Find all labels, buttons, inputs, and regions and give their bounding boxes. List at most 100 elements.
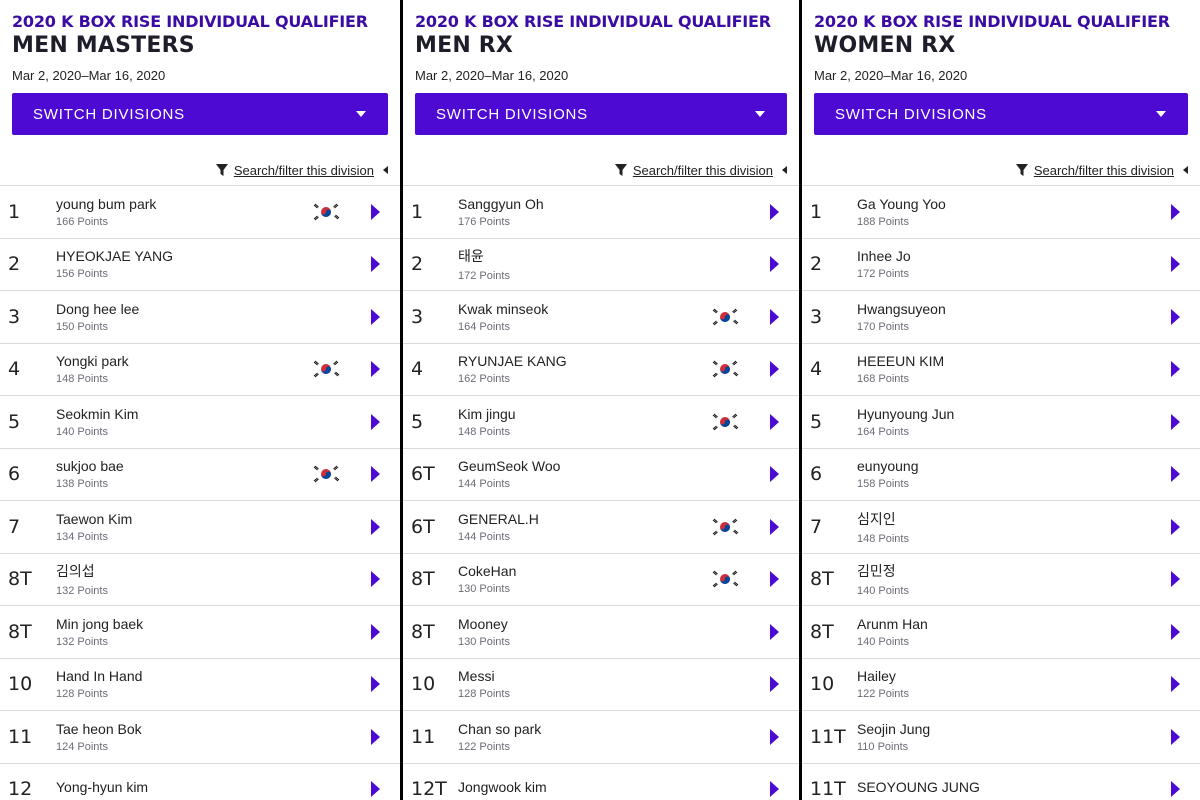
leaderboard-row[interactable]: 2 Inhee Jo 172 Points [802,237,1200,291]
chevron-right-icon[interactable] [1171,256,1180,273]
leaderboard-row[interactable]: 11T Seojin Jung 110 Points [802,710,1200,763]
athlete-name: RYUNJAE KANG [458,353,567,370]
panel-men-rx: 2020 K BOX RISE INDIVIDUAL QUALIFIER MEN … [403,0,799,800]
chevron-right-icon[interactable] [770,466,779,483]
chevron-right-icon[interactable] [371,361,380,378]
leaderboard-row[interactable]: 6T GENERAL.H 144 Points [403,500,799,553]
switch-divisions-label: SWITCH DIVISIONS [835,105,987,123]
leaderboard-row[interactable]: 1 young bum park 166 Points [0,185,400,238]
leaderboard-row[interactable]: 6T GeumSeok Woo 144 Points [403,447,799,501]
leaderboard-row[interactable]: 5 Kim jingu 148 Points [403,395,799,448]
athlete-points: 170 Points [857,320,909,333]
leaderboard-row[interactable]: 8T Mooney 130 Points [403,605,799,658]
switch-divisions-button[interactable]: SWITCH DIVISIONS [12,93,388,135]
leaderboard-row[interactable]: 10 Messi 128 Points [403,657,799,711]
chevron-right-icon[interactable] [371,728,380,745]
chevron-right-icon[interactable] [371,676,380,693]
chevron-right-icon[interactable] [371,203,380,220]
leaderboard-row[interactable]: 11 Tae heon Bok 124 Points [0,710,400,763]
athlete-points: 130 Points [458,635,510,648]
chevron-right-icon[interactable] [371,623,380,640]
switch-divisions-button[interactable]: SWITCH DIVISIONS [415,93,787,135]
caret-left-icon[interactable] [782,166,787,174]
leaderboard-row[interactable]: 3 Dong hee lee 150 Points [0,290,400,343]
athlete-info: eunyoung 158 Points [847,458,1200,490]
chevron-right-icon[interactable] [770,308,779,325]
chevron-right-icon[interactable] [1171,781,1180,798]
athlete-info: 태윤 172 Points [448,246,799,282]
leaderboard-row[interactable]: 8T Arunm Han 140 Points [802,605,1200,658]
leaderboard-row[interactable]: 4 HEEEUN KIM 168 Points [802,342,1200,396]
athlete-name: Yong-hyun kim [56,779,149,796]
leaderboard-row[interactable]: 4 Yongki park 148 Points [0,342,400,396]
athlete-name: Min jong baek [56,615,144,632]
chevron-right-icon[interactable] [770,256,779,273]
chevron-right-icon[interactable] [1171,361,1180,378]
chevron-right-icon[interactable] [1171,308,1180,325]
chevron-right-icon[interactable] [770,623,779,640]
leaderboard-row[interactable]: 12T Jongwook kim [403,762,799,800]
leaderboard-row[interactable]: 7 심지인 148 Points [802,500,1200,553]
chevron-right-icon[interactable] [770,571,779,588]
caret-left-icon[interactable] [1183,166,1188,174]
chevron-right-icon[interactable] [770,518,779,535]
leaderboard-row[interactable]: 6 eunyoung 158 Points [802,447,1200,501]
chevron-right-icon[interactable] [770,676,779,693]
switch-divisions-button[interactable]: SWITCH DIVISIONS [814,93,1188,135]
chevron-right-icon[interactable] [371,518,380,535]
chevron-right-icon[interactable] [1171,466,1180,483]
chevron-right-icon[interactable] [371,256,380,273]
search-filter-link[interactable]: Search/filter this division [1033,162,1174,178]
event-title: 2020 K BOX RISE INDIVIDUAL QUALIFIER [415,12,771,31]
rank: 3 [810,305,823,328]
chevron-right-icon[interactable] [770,781,779,798]
leaderboard-row[interactable]: 1 Sanggyun Oh 176 Points [403,185,799,238]
leaderboard-row[interactable]: 7 Taewon Kim 134 Points [0,500,400,553]
leaderboard-row[interactable]: 8T CokeHan 130 Points [403,552,799,606]
leaderboard-row[interactable]: 3 Hwangsuyeon 170 Points [802,290,1200,343]
leaderboard-row[interactable]: 4 RYUNJAE KANG 162 Points [403,342,799,396]
rank: 1 [8,200,21,223]
chevron-right-icon[interactable] [1171,728,1180,745]
leaderboard-row[interactable]: 5 Seokmin Kim 140 Points [0,395,400,448]
search-filter-link[interactable]: Search/filter this division [632,162,773,178]
chevron-right-icon[interactable] [1171,413,1180,430]
chevron-right-icon[interactable] [1171,676,1180,693]
chevron-right-icon[interactable] [371,308,380,325]
leaderboard-row[interactable]: 10 Hand In Hand 128 Points [0,657,400,711]
chevron-right-icon[interactable] [371,571,380,588]
leaderboard-row[interactable]: 6 sukjoo bae 138 Points [0,447,400,501]
chevron-right-icon[interactable] [770,728,779,745]
rank: 6 [810,463,823,486]
chevron-right-icon[interactable] [770,203,779,220]
athlete-info: Kim jingu 148 Points [448,406,799,438]
chevron-right-icon[interactable] [371,781,380,798]
leaderboard-list: 1 Ga Young Yoo 188 Points 2 Inhee Jo 172 Poin… [802,185,1200,800]
chevron-right-icon[interactable] [1171,623,1180,640]
leaderboard-row[interactable]: 10 Hailey 122 Points [802,657,1200,711]
leaderboard-row[interactable]: 5 Hyunyoung Jun 164 Points [802,395,1200,448]
leaderboard-row[interactable]: 12 Yong-hyun kim [0,762,400,800]
chevron-right-icon[interactable] [371,413,380,430]
leaderboard-row[interactable]: 2 태윤 172 Points [403,237,799,291]
leaderboard-row[interactable]: 8T 김의섭 132 Points [0,552,400,606]
leaderboard-row[interactable]: 8T 김민정 140 Points [802,552,1200,606]
caret-left-icon[interactable] [383,166,388,174]
athlete-name: Chan so park [458,720,542,737]
chevron-right-icon[interactable] [371,466,380,483]
athlete-info: Hyunyoung Jun 164 Points [847,406,1200,438]
leaderboard-row[interactable]: 8T Min jong baek 132 Points [0,605,400,658]
search-filter-link[interactable]: Search/filter this division [233,162,374,178]
leaderboard-row[interactable]: 1 Ga Young Yoo 188 Points [802,185,1200,238]
athlete-info: Yongki park 148 Points [45,353,400,385]
chevron-right-icon[interactable] [1171,518,1180,535]
leaderboard-row[interactable]: 3 Kwak minseok 164 Points [403,290,799,343]
chevron-right-icon[interactable] [770,361,779,378]
chevron-right-icon[interactable] [1171,203,1180,220]
panel-men-masters: 2020 K BOX RISE INDIVIDUAL QUALIFIER MEN … [0,0,400,800]
leaderboard-row[interactable]: 11T SEOYOUNG JUNG [802,762,1200,800]
chevron-right-icon[interactable] [770,413,779,430]
leaderboard-row[interactable]: 2 HYEOKJAE YANG 156 Points [0,237,400,291]
leaderboard-row[interactable]: 11 Chan so park 122 Points [403,710,799,763]
chevron-right-icon[interactable] [1171,571,1180,588]
